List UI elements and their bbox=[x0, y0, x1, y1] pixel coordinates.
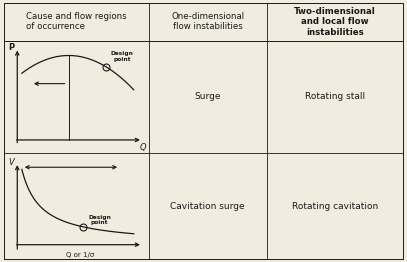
Text: Cause and flow regions
of occurrence: Cause and flow regions of occurrence bbox=[26, 12, 127, 31]
Text: Design
point: Design point bbox=[88, 215, 111, 226]
Text: Q: Q bbox=[140, 143, 146, 152]
Text: Cavitation surge: Cavitation surge bbox=[170, 202, 245, 211]
Text: Surge: Surge bbox=[194, 92, 221, 101]
Text: Two-dimensional
and local flow
instabilities: Two-dimensional and local flow instabili… bbox=[294, 7, 376, 36]
Text: Rotating stall: Rotating stall bbox=[305, 92, 365, 101]
Text: Rotating cavitation: Rotating cavitation bbox=[292, 202, 378, 211]
Text: One-dimensional
flow instabilities: One-dimensional flow instabilities bbox=[171, 12, 244, 31]
Text: Q or 1/σ: Q or 1/σ bbox=[66, 253, 94, 258]
Text: Design
point: Design point bbox=[111, 52, 134, 62]
Text: P: P bbox=[9, 43, 15, 52]
Text: V: V bbox=[9, 158, 14, 167]
